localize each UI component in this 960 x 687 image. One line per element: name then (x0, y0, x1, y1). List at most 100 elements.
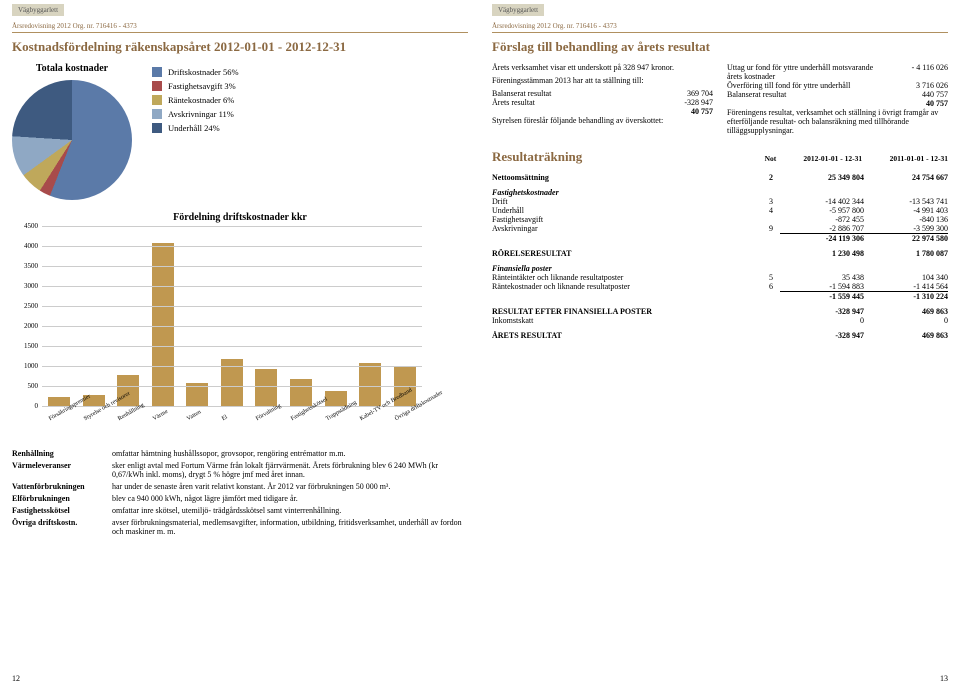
definition-row: Elförbrukningenblev ca 940 000 kWh, någo… (12, 494, 468, 503)
proposal-row: Årets resultat-328 947 (492, 98, 713, 107)
bar-chart: 050010001500200025003000350040004500 (42, 227, 422, 407)
proposal-row: Överföring till fond för yttre underhåll… (727, 81, 948, 90)
result-section-header: Finansiella poster (492, 264, 948, 273)
proposal-paragraph: Föreningens resultat, verksamhet och stä… (727, 108, 948, 135)
y-axis-label: 0 (14, 402, 38, 410)
definition-term: Övriga driftskostn. (12, 518, 112, 536)
definition-term: Värmeleveranser (12, 461, 112, 479)
x-axis-label: Försäkringspremier (48, 406, 70, 422)
result-row: Fastighetsavgift-872 455-840 136 (492, 215, 948, 224)
meta-line: Årsredovisning 2012 Org. nr. 716416 - 43… (492, 22, 948, 30)
definition-desc: avser förbrukningsmaterial, medlemsavgif… (112, 518, 468, 536)
definition-desc: har under de senaste åren varit relativt… (112, 482, 468, 491)
result-section-header: Fastighetskostnader (492, 188, 948, 197)
x-axis-label: El (221, 406, 243, 422)
legend-swatch (152, 67, 162, 77)
pie-legend: Driftskostnader 56% Fastighetsavgift 3% Rä… (152, 63, 239, 137)
definition-term: Renhållning (12, 449, 112, 458)
result-row: -24 119 30622 974 580 (492, 233, 948, 243)
legend-swatch (152, 109, 162, 119)
x-axis-label: Styrelse och revisorer (83, 406, 105, 422)
y-axis-label: 1000 (14, 362, 38, 370)
page-title: Kostnadsfördelning räkenskapsåret 2012-0… (12, 39, 468, 55)
result-title: Resultaträkning (492, 149, 582, 165)
definitions-list: Renhållningomfattar hämtning hushållssop… (12, 449, 468, 536)
divider (492, 32, 948, 33)
result-row: Nettoomsättning225 349 80424 754 667 (492, 173, 948, 182)
legend-item: Fastighetsavgift 3% (152, 81, 239, 91)
logo: Vägbyggarlett (12, 4, 64, 16)
x-axis-label: Fastighetsskötsel (290, 406, 312, 422)
y-axis-label: 3500 (14, 262, 38, 270)
legend-item: Driftskostnader 56% (152, 67, 239, 77)
x-axis-label: Renhållning (117, 406, 139, 422)
y-axis-label: 3000 (14, 282, 38, 290)
y-axis-label: 1500 (14, 342, 38, 350)
pie-title: Totala kostnader (12, 63, 132, 74)
meta-line: Årsredovisning 2012 Org. nr. 716416 - 43… (12, 22, 468, 30)
page-title: Förslag till behandling av årets resulta… (492, 39, 948, 55)
page-number: 12 (12, 674, 20, 683)
page-number: 13 (940, 674, 948, 683)
legend-label: Fastighetsavgift 3% (168, 81, 236, 91)
definition-desc: sker enligt avtal med Fortum Värme från … (112, 461, 468, 479)
result-row: Inkomstskatt00 (492, 316, 948, 325)
definition-row: Värmeleveransersker enligt avtal med For… (12, 461, 468, 479)
legend-item: Räntekostnader 6% (152, 95, 239, 105)
definition-term: Fastighetsskötsel (12, 506, 112, 515)
legend-label: Underhåll 24% (168, 123, 220, 133)
result-row: Avskrivningar9-2 886 707-3 599 300 (492, 224, 948, 233)
left-page: Vägbyggarlett Årsredovisning 2012 Org. n… (0, 0, 480, 687)
bar (290, 379, 312, 407)
definition-row: Övriga driftskostn.avser förbrukningsmat… (12, 518, 468, 536)
y-axis-label: 2000 (14, 322, 38, 330)
result-row: Drift3-14 402 344-13 543 741 (492, 197, 948, 206)
x-axis-label: Trappstädning (325, 406, 347, 422)
x-axis-label: Förvaltning (255, 406, 277, 422)
result-row: Ränteintäkter och liknande resultatposte… (492, 273, 948, 282)
proposal-row: 40 757 (727, 99, 948, 108)
proposal-paragraph: Årets verksamhet visar ett underskott på… (492, 63, 713, 72)
bar (359, 363, 381, 407)
proposal-row: Balanserat resultat369 704 (492, 89, 713, 98)
legend-swatch (152, 95, 162, 105)
right-page: Vägbyggarlett Årsredovisning 2012 Org. n… (480, 0, 960, 687)
proposal-paragraph: Styrelsen föreslår följande behandling a… (492, 116, 713, 125)
proposal-row: 40 757 (492, 107, 713, 116)
result-column-headers: Not 2012-01-01 - 12-31 2011-01-01 - 12-3… (758, 154, 948, 163)
x-axis-label: Övriga driftskostnader (394, 406, 416, 422)
definition-row: Renhållningomfattar hämtning hushållssop… (12, 449, 468, 458)
bar (152, 243, 174, 407)
legend-item: Underhåll 24% (152, 123, 239, 133)
definition-desc: omfattar inre skötsel, utemiljö- trädgår… (112, 506, 468, 515)
definition-desc: blev ca 940 000 kWh, något lägre jämfört… (112, 494, 468, 503)
legend-label: Driftskostnader 56% (168, 67, 239, 77)
y-axis-label: 4000 (14, 242, 38, 250)
legend-swatch (152, 123, 162, 133)
definition-term: Vattenförbrukningen (12, 482, 112, 491)
logo: Vägbyggarlett (492, 4, 544, 16)
divider (12, 32, 468, 33)
proposal-paragraph: Föreningsstämman 2013 har att ta ställni… (492, 76, 713, 85)
definition-term: Elförbrukningen (12, 494, 112, 503)
proposal-text: Årets verksamhet visar ett underskott på… (492, 63, 948, 135)
result-row: Räntekostnader och liknande resultatpost… (492, 282, 948, 291)
bar (325, 391, 347, 407)
proposal-row: Uttag ur fond för yttre underhåll motsva… (727, 63, 948, 81)
x-axis-label: Värme (152, 406, 174, 422)
legend-item: Avskrivningar 11% (152, 109, 239, 119)
definition-desc: omfattar hämtning hushållssopor, grovsop… (112, 449, 468, 458)
definition-row: Vattenförbrukningenhar under de senaste … (12, 482, 468, 491)
result-row: ÅRETS RESULTAT-328 947469 863 (492, 331, 948, 340)
definition-row: Fastighetsskötselomfattar inre skötsel, … (12, 506, 468, 515)
legend-label: Avskrivningar 11% (168, 109, 234, 119)
result-row: Underhåll4-5 957 800-4 991 403 (492, 206, 948, 215)
bar-chart-title: Fördelning driftskostnader kkr (12, 212, 468, 223)
result-row: -1 559 445-1 310 224 (492, 291, 948, 301)
result-row: RESULTAT EFTER FINANSIELLA POSTER-328 94… (492, 307, 948, 316)
x-axis-label: Kabel-TV och Bredband (359, 406, 381, 422)
bar-x-labels: FörsäkringspremierStyrelse och revisorer… (42, 409, 422, 415)
result-row: RÖRELSERESULTAT1 230 4981 780 087 (492, 249, 948, 258)
x-axis-label: Vatten (186, 406, 208, 422)
y-axis-label: 500 (14, 382, 38, 390)
